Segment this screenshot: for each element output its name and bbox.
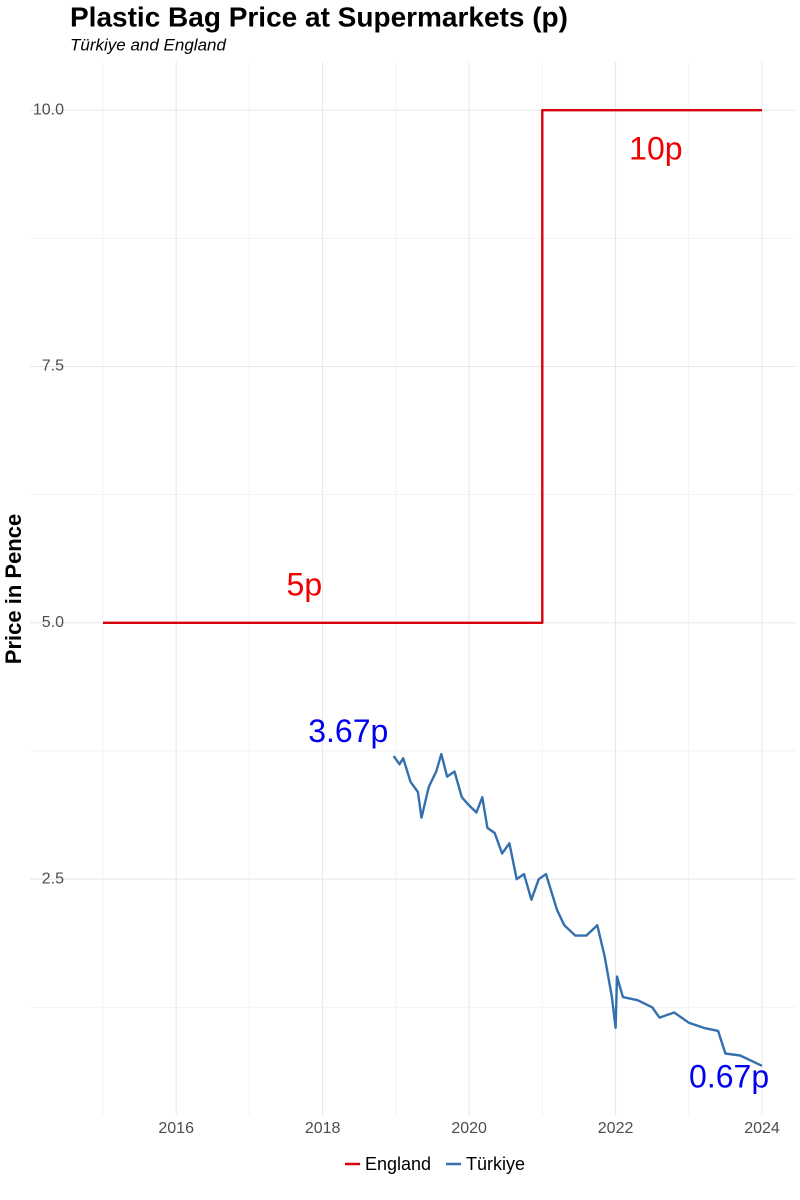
- x-tick-label: 2022: [598, 1120, 634, 1137]
- x-tick-label: 2020: [451, 1120, 487, 1137]
- y-axis-label: Price in Pence: [1, 514, 26, 664]
- y-tick-label: 5.0: [42, 614, 64, 631]
- annotation: 0.67p: [689, 1059, 769, 1095]
- series-line: [103, 109, 762, 624]
- series-line: [392, 752, 763, 1067]
- annotation: 3.67p: [308, 713, 388, 749]
- y-tick-label: 7.5: [42, 358, 64, 375]
- annotation: 10p: [629, 131, 682, 167]
- x-tick-label: 2018: [305, 1120, 341, 1137]
- x-tick-label: 2016: [158, 1120, 194, 1137]
- annotation: 5p: [287, 566, 323, 602]
- chart-title: Plastic Bag Price at Supermarkets (p): [70, 1, 568, 32]
- chart-subtitle: Türkiye and England: [70, 35, 226, 54]
- x-tick-label: 2024: [744, 1120, 780, 1137]
- legend-label: Türkiye: [466, 1154, 525, 1174]
- y-tick-label: 2.5: [42, 870, 64, 887]
- y-tick-label: 10.0: [33, 101, 64, 118]
- legend-label: England: [365, 1154, 431, 1174]
